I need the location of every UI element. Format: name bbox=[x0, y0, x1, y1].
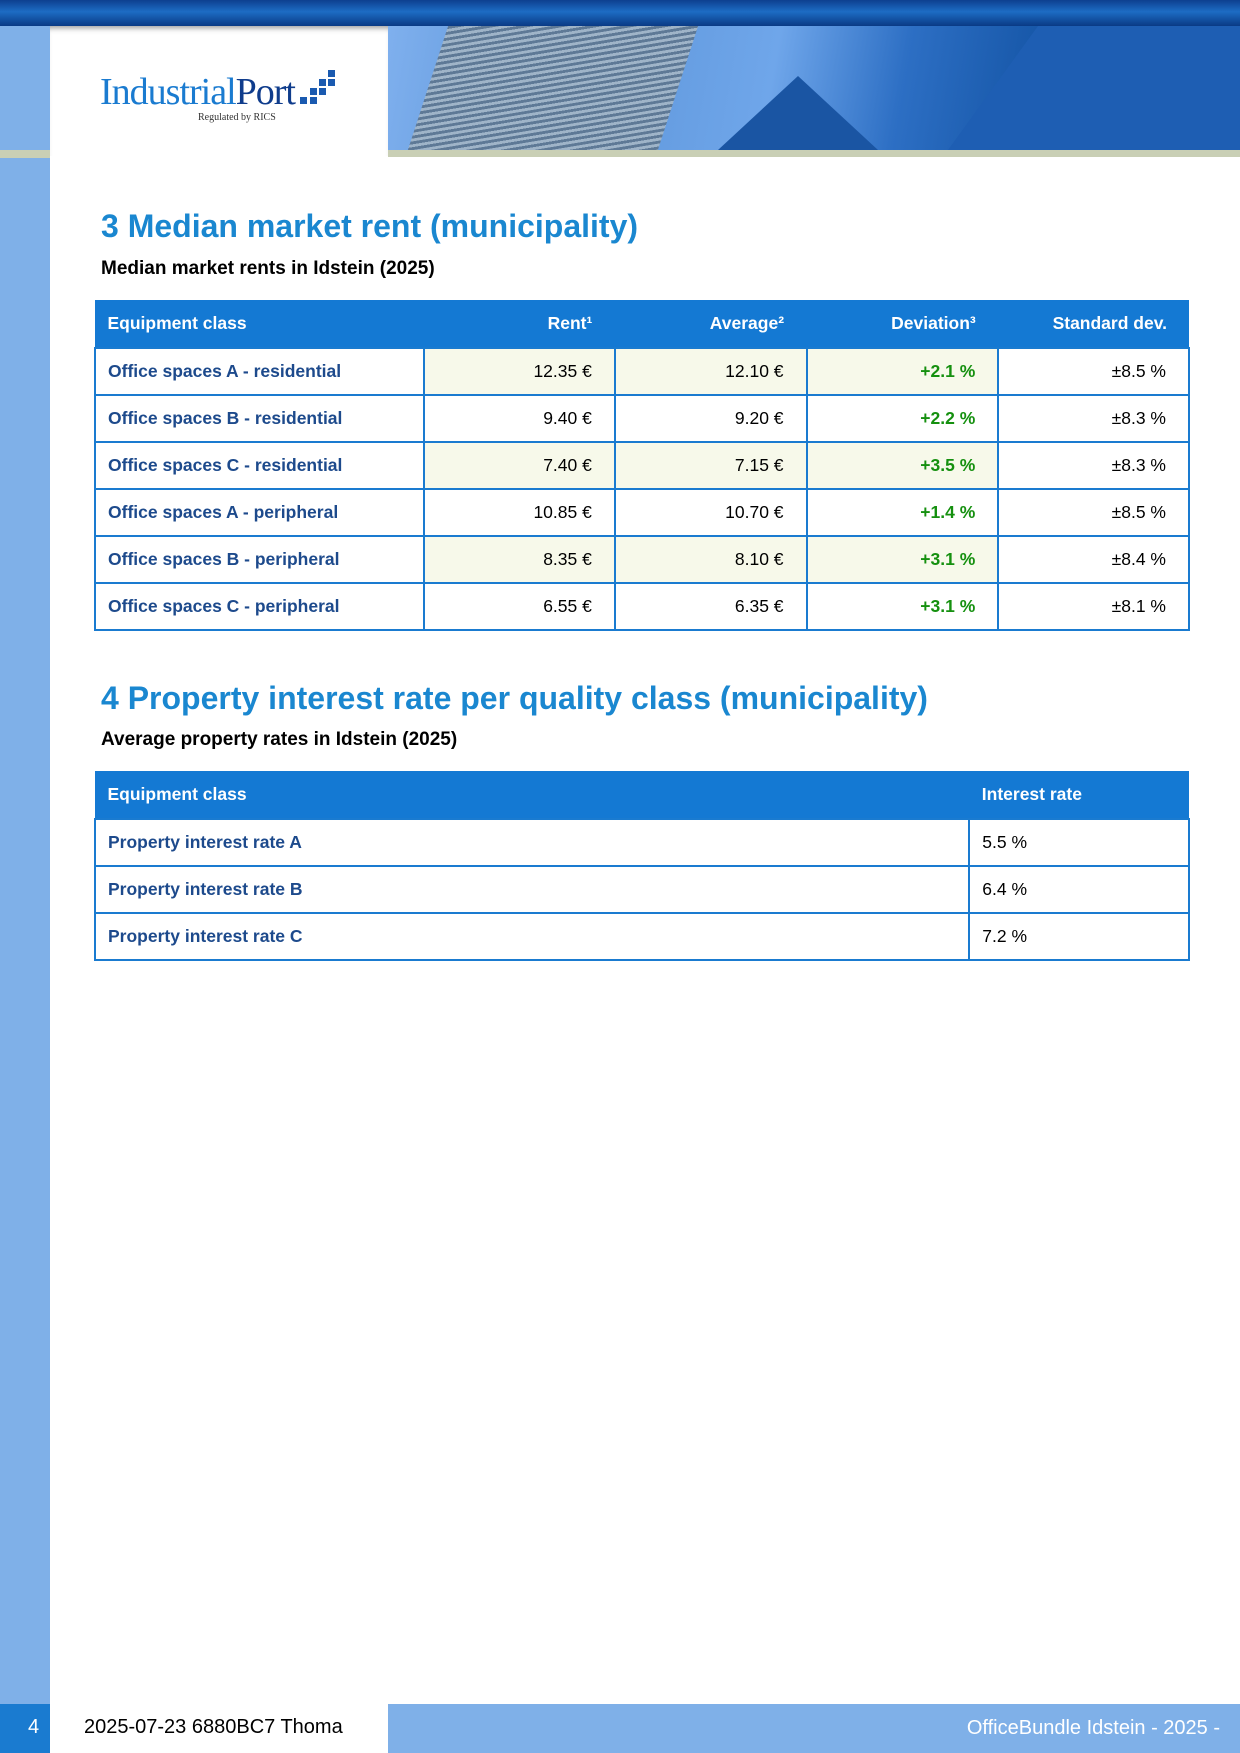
average-cell: 12.10 € bbox=[613, 347, 808, 396]
footer-left-text: 2025-07-23 6880BC7 Thoma bbox=[84, 1716, 343, 1738]
rent-cell: 10.85 € bbox=[423, 488, 616, 537]
average-cell: 7.15 € bbox=[613, 441, 808, 490]
section4-subtitle: Average property rates in Idstein (2025) bbox=[101, 729, 458, 750]
std-dev-cell: ±8.3 % bbox=[997, 441, 1190, 490]
page-number: 4 bbox=[0, 1704, 50, 1753]
average-cell: 10.70 € bbox=[613, 488, 808, 537]
table-row: Office spaces C - residential 7.40 €7.15 … bbox=[93, 441, 1190, 490]
top-bar bbox=[0, 0, 1240, 26]
rent-cell: 8.35 € bbox=[423, 535, 616, 584]
header-banner-image bbox=[388, 26, 1240, 150]
std-dev-cell: ±8.4 % bbox=[997, 535, 1190, 584]
table-row: Property interest rate C 7.2 % bbox=[93, 912, 1190, 961]
deviation-cell: +3.5 % bbox=[805, 441, 1000, 490]
rent-cell: 7.40 € bbox=[423, 441, 616, 490]
col-header: Interest rate bbox=[968, 771, 1189, 819]
deviation-cell: +3.1 % bbox=[805, 535, 1000, 584]
section3-title: 3 Median market rent (municipality) bbox=[101, 208, 639, 244]
market-rent-table: Equipment class Rent¹ Average² Deviation… bbox=[93, 300, 1190, 631]
std-dev-cell: ±8.5 % bbox=[997, 347, 1190, 396]
table-header: Equipment class Rent¹ Average² Deviation… bbox=[94, 300, 1189, 348]
footer-bar: OfficeBundle Idstein - 2025 - bbox=[388, 1704, 1240, 1753]
logo-name: IndustrialPort bbox=[100, 71, 296, 113]
logo: IndustrialPort Regulated by RICS bbox=[50, 26, 388, 156]
col-header: Average² bbox=[614, 300, 807, 348]
average-cell: 9.20 € bbox=[613, 394, 808, 443]
equipment-class-cell: Office spaces C - residential bbox=[93, 441, 426, 490]
table-row: Office spaces B - residential 9.40 €9.20 … bbox=[93, 394, 1190, 443]
equipment-class-cell: Office spaces B - residential bbox=[93, 394, 426, 443]
average-cell: 6.35 € bbox=[613, 582, 808, 631]
equipment-class-cell: Property interest rate B bbox=[93, 865, 971, 914]
rent-cell: 12.35 € bbox=[423, 347, 616, 396]
table-row: Office spaces A - residential 12.35 €12.1… bbox=[93, 347, 1190, 396]
table-row: Office spaces C - peripheral 6.55 €6.35 €… bbox=[93, 582, 1190, 631]
col-header: Standard dev. bbox=[997, 300, 1189, 348]
equipment-class-cell: Office spaces C - peripheral bbox=[93, 582, 426, 631]
equipment-class-cell: Office spaces A - peripheral bbox=[93, 488, 426, 537]
logo-grid-icon bbox=[300, 70, 340, 106]
table-header: Equipment class Interest rate bbox=[94, 771, 1189, 819]
table-row: Property interest rate B 6.4 % bbox=[93, 865, 1190, 914]
table-row: Property interest rate A 5.5 % bbox=[93, 818, 1190, 867]
interest-rate-cell: 5.5 % bbox=[968, 818, 1190, 867]
deviation-cell: +2.2 % bbox=[805, 394, 1000, 443]
col-header: Deviation³ bbox=[806, 300, 999, 348]
deviation-cell: +3.1 % bbox=[805, 582, 1000, 631]
logo-tagline: Regulated by RICS bbox=[198, 112, 276, 123]
equipment-class-cell: Office spaces A - residential bbox=[93, 347, 426, 396]
deviation-cell: +1.4 % bbox=[805, 488, 1000, 537]
equipment-class-cell: Property interest rate C bbox=[93, 912, 971, 961]
col-header: Rent¹ bbox=[423, 300, 615, 348]
std-dev-cell: ±8.1 % bbox=[997, 582, 1190, 631]
interest-rate-cell: 7.2 % bbox=[968, 912, 1190, 961]
section3-subtitle: Median market rents in Idstein (2025) bbox=[101, 258, 435, 279]
footer-right-text: OfficeBundle Idstein - 2025 - bbox=[966, 1717, 1220, 1739]
interest-rate-cell: 6.4 % bbox=[968, 865, 1190, 914]
std-dev-cell: ±8.5 % bbox=[997, 488, 1190, 537]
average-cell: 8.10 € bbox=[613, 535, 808, 584]
std-dev-cell: ±8.3 % bbox=[997, 394, 1190, 443]
rent-cell: 9.40 € bbox=[423, 394, 616, 443]
banner-underline bbox=[388, 150, 1240, 157]
section4-title: 4 Property interest rate per quality cla… bbox=[101, 680, 928, 716]
rent-cell: 6.55 € bbox=[423, 582, 616, 631]
table-row: Office spaces B - peripheral 8.35 €8.10 €… bbox=[93, 535, 1190, 584]
left-strip bbox=[0, 26, 50, 1753]
col-header: Equipment class bbox=[94, 300, 425, 348]
equipment-class-cell: Property interest rate A bbox=[93, 818, 971, 867]
deviation-cell: +2.1 % bbox=[805, 347, 1000, 396]
equipment-class-cell: Office spaces B - peripheral bbox=[93, 535, 426, 584]
interest-rate-table: Equipment class Interest rate Property i… bbox=[93, 771, 1190, 961]
table-row: Office spaces A - peripheral 10.85 €10.70… bbox=[93, 488, 1190, 537]
col-header: Equipment class bbox=[94, 771, 970, 819]
